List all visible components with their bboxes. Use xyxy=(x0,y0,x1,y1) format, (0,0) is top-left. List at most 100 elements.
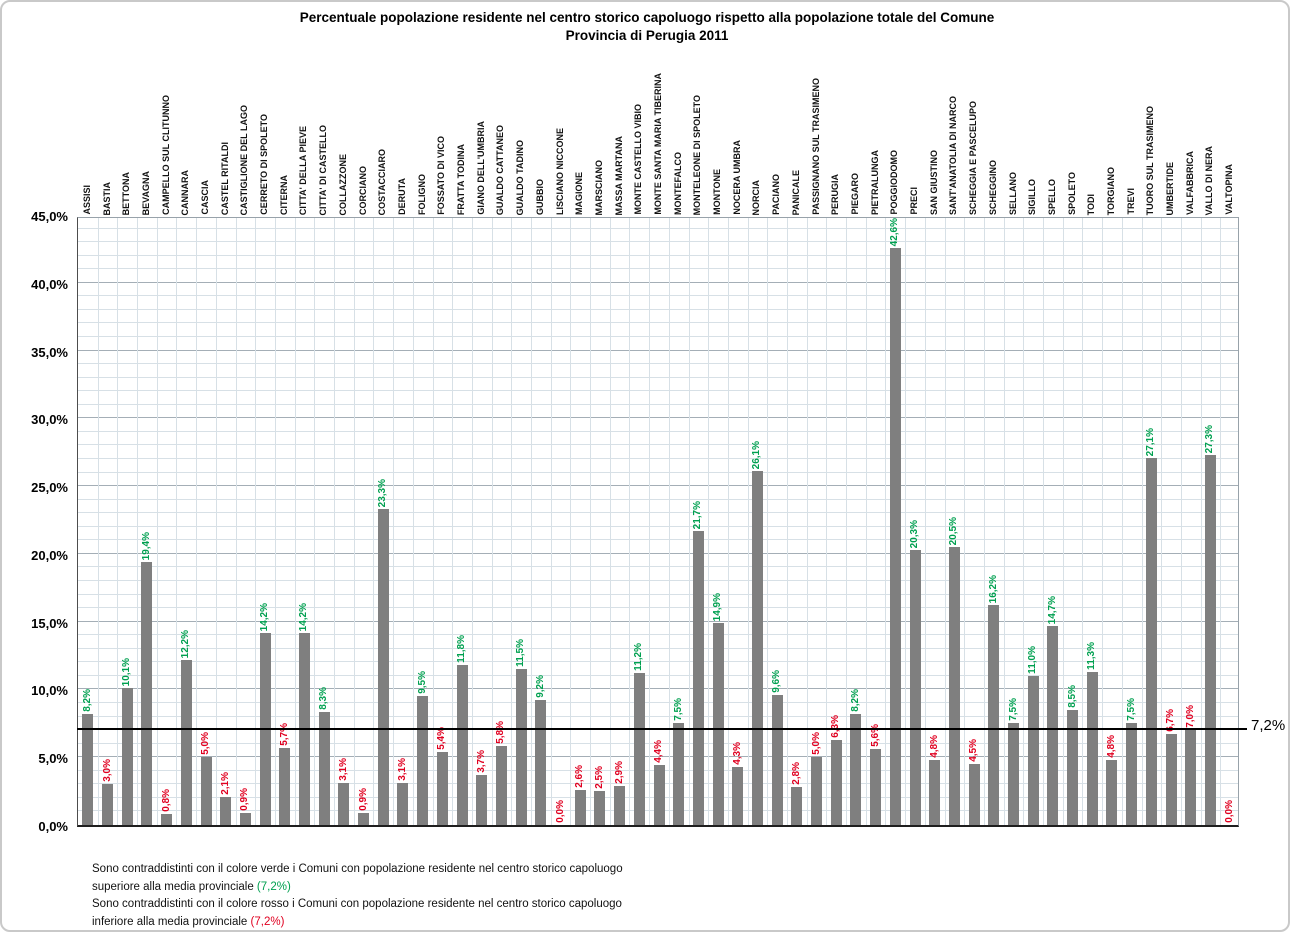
bar-value-corciano: 0,9% xyxy=(358,788,369,811)
gridline-minor-horizontal xyxy=(78,539,1238,540)
gridline-minor-horizontal xyxy=(78,566,1238,567)
category-label-nocera-umbra: NOCERA UMBRA xyxy=(732,140,742,215)
category-label-trevi: TREVI xyxy=(1126,188,1136,215)
bar-gualdo-cattaneo xyxy=(496,746,507,825)
bar-value-bettona: 10,1% xyxy=(121,657,132,686)
category-label-cascia: CASCIA xyxy=(200,180,210,215)
bar-campello-sul-clitunno xyxy=(161,814,172,825)
category-label-castiglione-del-lago: CASTIGLIONE DEL LAGO xyxy=(239,104,249,215)
bar-bettona xyxy=(122,688,133,825)
bar-marsciano xyxy=(594,791,605,825)
bar-value-fratta-todina: 11,8% xyxy=(456,635,467,663)
gridline-minor-horizontal xyxy=(78,634,1238,635)
y-tick-label: 40,0% xyxy=(31,277,68,292)
gridline-major-horizontal xyxy=(78,688,1238,689)
category-axis-labels: ASSISI BASTIA BETTONA BEVAGNA CAMPELLO SUL C… xyxy=(77,54,1239,215)
gridline-minor-horizontal xyxy=(78,295,1238,296)
footnote-line3: Sono contraddistinti con il colore rosso… xyxy=(92,898,622,910)
gridline-vertical xyxy=(570,218,571,825)
gridline-vertical xyxy=(945,218,946,825)
bar-value-tuoro-sul-trasimeno: 27,1% xyxy=(1145,427,1156,456)
gridline-minor-horizontal xyxy=(78,363,1238,364)
bar-value-magione: 2,6% xyxy=(574,765,585,788)
bar-spoleto xyxy=(1067,710,1078,825)
gridline-vertical xyxy=(984,218,985,825)
gridline-vertical xyxy=(1161,218,1162,825)
bar-costacciaro xyxy=(378,509,389,825)
bar-passignano-sul-trasimeno xyxy=(811,757,822,825)
gridline-vertical xyxy=(885,218,886,825)
category-label-umbertide: UMBERTIDE xyxy=(1165,161,1175,216)
gridline-minor-horizontal xyxy=(78,648,1238,649)
gridline-minor-horizontal xyxy=(78,255,1238,256)
bar-gubbio xyxy=(535,700,546,825)
bar-preci xyxy=(910,550,921,825)
bar-spello xyxy=(1047,626,1058,825)
bar-value-paciano: 9,6% xyxy=(771,670,782,693)
category-label-giano-dell-umbria: GIANO DELL'UMBRIA xyxy=(476,121,486,215)
gridline-major-horizontal xyxy=(78,485,1238,486)
bar-value-norcia: 26,1% xyxy=(751,440,762,469)
gridline-minor-horizontal xyxy=(78,580,1238,581)
bar-value-scheggino: 16,2% xyxy=(988,574,999,603)
bar-collazzone xyxy=(338,783,349,825)
bar-citta-di-castello xyxy=(319,712,330,825)
category-label-todi: TODI xyxy=(1086,193,1096,215)
bar-value-fossato-di-vico: 5,4% xyxy=(436,727,447,750)
category-label-montone: MONTONE xyxy=(712,169,722,215)
category-label-spello: SPELLO xyxy=(1047,178,1057,215)
category-label-san-giustino: SAN GIUSTINO xyxy=(929,149,939,215)
bar-panicale xyxy=(791,787,802,825)
gridline-minor-horizontal xyxy=(78,512,1238,513)
category-label-citta-della-pieve: CITTA' DELLA PIEVE xyxy=(298,125,308,215)
category-label-gualdo-tadino: GUALDO TADINO xyxy=(515,139,525,215)
bar-vallo-di-nera xyxy=(1205,455,1216,825)
bar-sellano xyxy=(1008,723,1019,825)
category-label-citerna: CITERNA xyxy=(279,175,289,215)
gridline-vertical xyxy=(393,218,394,825)
bar-value-sigillo: 11,0% xyxy=(1027,646,1038,674)
gridline-vertical xyxy=(767,218,768,825)
gridline-minor-horizontal xyxy=(78,404,1238,405)
bar-giano-dell-umbria xyxy=(476,775,487,825)
category-label-corciano: CORCIANO xyxy=(358,166,368,215)
bar-value-collazzone: 3,1% xyxy=(338,758,349,781)
gridline-vertical xyxy=(295,218,296,825)
category-label-spoleto: SPOLETO xyxy=(1067,172,1077,215)
bar-value-piegaro: 8,2% xyxy=(850,689,861,712)
bar-value-giano-dell-umbria: 3,7% xyxy=(476,750,487,773)
category-label-castel-ritaldi: CASTEL RITALDI xyxy=(220,141,230,215)
gridline-minor-horizontal xyxy=(78,390,1238,391)
category-label-torgiano: TORGIANO xyxy=(1106,166,1116,215)
category-label-piegaro: PIEGARO xyxy=(850,173,860,215)
gridline-vertical xyxy=(1181,218,1182,825)
category-label-sigillo: SIGILLO xyxy=(1027,179,1037,215)
bar-sant-anatolia-di-narco xyxy=(949,547,960,825)
bar-value-marsciano: 2,5% xyxy=(594,766,605,789)
bar-value-spello: 14,7% xyxy=(1047,595,1058,624)
gridline-vertical xyxy=(334,218,335,825)
gridline-vertical xyxy=(275,218,276,825)
bar-value-castel-ritaldi: 2,1% xyxy=(220,772,231,795)
gridline-minor-horizontal xyxy=(78,309,1238,310)
category-label-montefalco: MONTEFALCO xyxy=(673,152,683,215)
gridline-vertical xyxy=(452,218,453,825)
footnote: Sono contraddistinti con il colore verde… xyxy=(92,861,812,930)
category-label-valfabbrica: VALFABBRICA xyxy=(1185,151,1195,215)
gridline-vertical xyxy=(176,218,177,825)
gridline-vertical xyxy=(1220,218,1221,825)
green-average-value: (7,2%) xyxy=(256,880,291,893)
gridline-minor-horizontal xyxy=(78,702,1238,703)
gridline-vertical xyxy=(610,218,611,825)
bar-value-vallo-di-nera: 27,3% xyxy=(1204,424,1215,453)
bar-value-gualdo-cattaneo: 5,8% xyxy=(495,721,506,744)
y-tick-label: 30,0% xyxy=(31,412,68,427)
category-label-vallo-di-nera: VALLO DI NERA xyxy=(1204,145,1214,215)
gridline-minor-horizontal xyxy=(78,716,1238,717)
bar-fratta-todina xyxy=(457,665,468,825)
bar-value-scheggia-e-pascelupo: 4,5% xyxy=(968,739,979,762)
category-label-massa-martana: MASSA MARTANA xyxy=(614,135,624,216)
gridline-vertical xyxy=(117,218,118,825)
bar-value-montone: 14,9% xyxy=(712,592,723,621)
